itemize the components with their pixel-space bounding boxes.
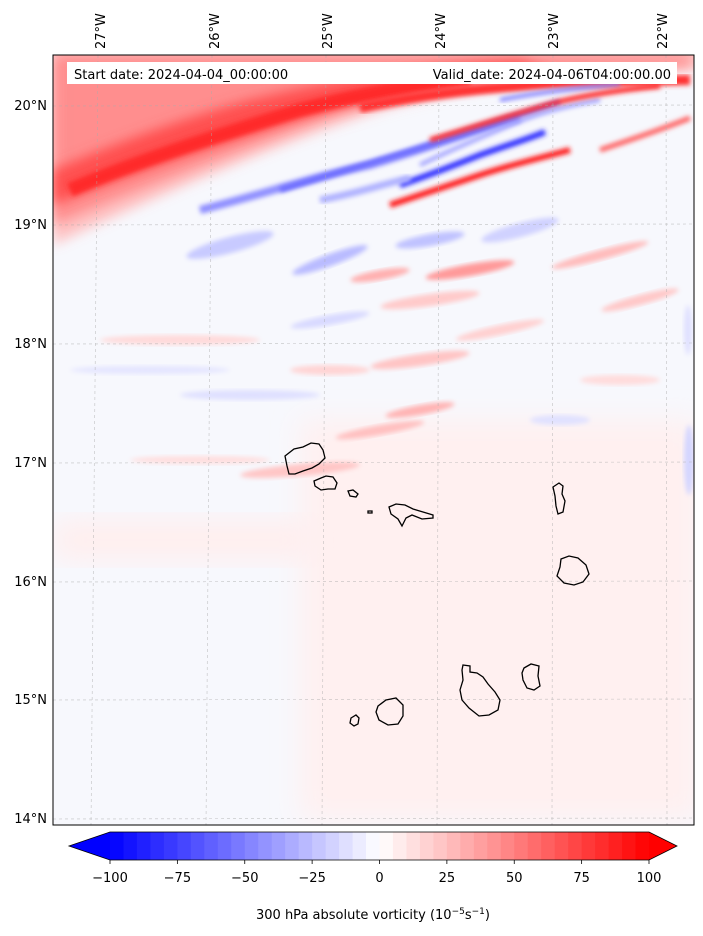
- colorbar-segment: [635, 832, 650, 860]
- island-santiago: [459, 664, 501, 717]
- lat-tick-4: 16°N: [14, 575, 47, 590]
- colorbar-segment: [379, 832, 394, 860]
- colorbar-segment: [190, 832, 205, 860]
- colorbar-tick-label: 75: [573, 871, 590, 886]
- colorbar-segment: [312, 832, 327, 860]
- island-sao-nicolau: [388, 503, 434, 528]
- island-sao-vicente: [313, 475, 338, 491]
- colorbar-tick-label: 50: [506, 871, 523, 886]
- colorbar-label-exp1: −5: [452, 907, 465, 917]
- colorbar-segment: [123, 832, 138, 860]
- colorbar-segment: [339, 832, 354, 860]
- lat-tick-6: 14°N: [14, 812, 47, 827]
- colorbar-segment: [271, 832, 286, 860]
- island-boa-vista: [556, 555, 590, 586]
- lon-tick-3: 24°W: [434, 13, 449, 49]
- colorbar-segment: [581, 832, 596, 860]
- lat-tick-2: 18°N: [14, 337, 47, 352]
- vorticity-field: [53, 55, 694, 825]
- colorbar-extend-max: [649, 832, 677, 860]
- latitude-tick-labels: 20°N 19°N 18°N 17°N 16°N 15°N 14°N: [14, 99, 47, 827]
- colorbar-ticks: −100 −75 −50 −25 0 25 50 75 100: [92, 860, 661, 886]
- colorbar-label: 300 hPa absolute vorticity (10−5s−1): [256, 907, 490, 923]
- colorbar-segment: [136, 832, 152, 860]
- colorbar-segment: [177, 832, 192, 860]
- colorbar-segment: [541, 832, 556, 860]
- valid-date-label: Valid_date: 2024-04-06T04:00:00.00: [433, 68, 671, 83]
- colorbar-segment: [285, 832, 300, 860]
- lon-tick-4: 23°W: [547, 13, 562, 49]
- island-sal: [552, 482, 566, 515]
- island-raso: [367, 510, 373, 514]
- colorbar-label-exp2: −1: [472, 907, 485, 917]
- colorbar-segment: [568, 832, 583, 860]
- colorbar-segment: [325, 832, 340, 860]
- colorbar-extend-min: [69, 832, 110, 860]
- colorbar-segment: [608, 832, 623, 860]
- colorbar-segment: [460, 832, 475, 860]
- lon-tick-2: 25°W: [321, 13, 336, 49]
- colorbar-segment: [231, 832, 246, 860]
- colorbar-segment: [406, 832, 421, 860]
- island-brava: [349, 714, 360, 727]
- colorbar-segment: [258, 832, 273, 860]
- colorbar-segment: [433, 832, 448, 860]
- colorbar-segment: [366, 832, 381, 860]
- island-maio: [521, 663, 541, 691]
- map-gridlines: [53, 55, 694, 825]
- lat-tick-3: 17°N: [14, 456, 47, 471]
- colorbar-segment: [446, 832, 461, 860]
- colorbar-segment: [514, 832, 529, 860]
- lon-tick-0: 27°W: [94, 13, 109, 49]
- lat-tick-1: 19°N: [14, 218, 47, 233]
- colorbar-segment: [110, 832, 125, 860]
- lat-tick-5: 15°N: [14, 693, 47, 708]
- coastlines: [284, 442, 590, 727]
- colorbar-label-end: ): [485, 908, 490, 923]
- colorbar-segment: [150, 832, 165, 860]
- colorbar-segment: [244, 832, 259, 860]
- colorbar-segment: [595, 832, 610, 860]
- colorbar-segment: [473, 832, 488, 860]
- colorbar-tick-label: −75: [164, 871, 191, 886]
- colorbar-segments: [69, 832, 677, 860]
- lat-tick-0: 20°N: [14, 99, 47, 114]
- island-santo-antao: [284, 442, 326, 475]
- longitude-tick-labels: 27°W 26°W 25°W 24°W 23°W 22°W: [94, 13, 671, 49]
- colorbar-segment: [217, 832, 232, 860]
- colorbar-segment: [163, 832, 178, 860]
- colorbar-tick-label: −100: [92, 871, 128, 886]
- colorbar-tick-label: 25: [439, 871, 456, 886]
- colorbar-segment: [204, 832, 219, 860]
- colorbar-tick-label: 100: [637, 871, 662, 886]
- colorbar-segment: [554, 832, 569, 860]
- date-info-box: Start date: 2024-04-04_00:00:00 Valid_da…: [67, 62, 677, 84]
- colorbar-segment: [392, 832, 408, 860]
- lon-tick-5: 22°W: [656, 13, 671, 49]
- colorbar-segment: [419, 832, 434, 860]
- start-date-label: Start date: 2024-04-04_00:00:00: [74, 68, 288, 83]
- colorbar-label-mid: s: [465, 908, 472, 923]
- colorbar-segment: [622, 832, 637, 860]
- plot-frame: [52, 54, 695, 826]
- colorbar-segment: [352, 832, 367, 860]
- colorbar: −100 −75 −50 −25 0 25 50 75 100 300 hPa absolute…: [67, 831, 678, 923]
- colorbar-segment: [500, 832, 515, 860]
- colorbar-segment: [527, 832, 542, 860]
- lon-tick-1: 26°W: [208, 13, 223, 49]
- colorbar-tick-label: −25: [298, 871, 325, 886]
- colorbar-tick-label: 0: [375, 871, 383, 886]
- island-santa-luzia: [347, 489, 359, 498]
- island-fogo: [375, 697, 404, 726]
- colorbar-label-main: 300 hPa absolute vorticity (10: [256, 908, 452, 923]
- colorbar-segment: [487, 832, 502, 860]
- colorbar-segment: [298, 832, 313, 860]
- colorbar-tick-label: −50: [231, 871, 258, 886]
